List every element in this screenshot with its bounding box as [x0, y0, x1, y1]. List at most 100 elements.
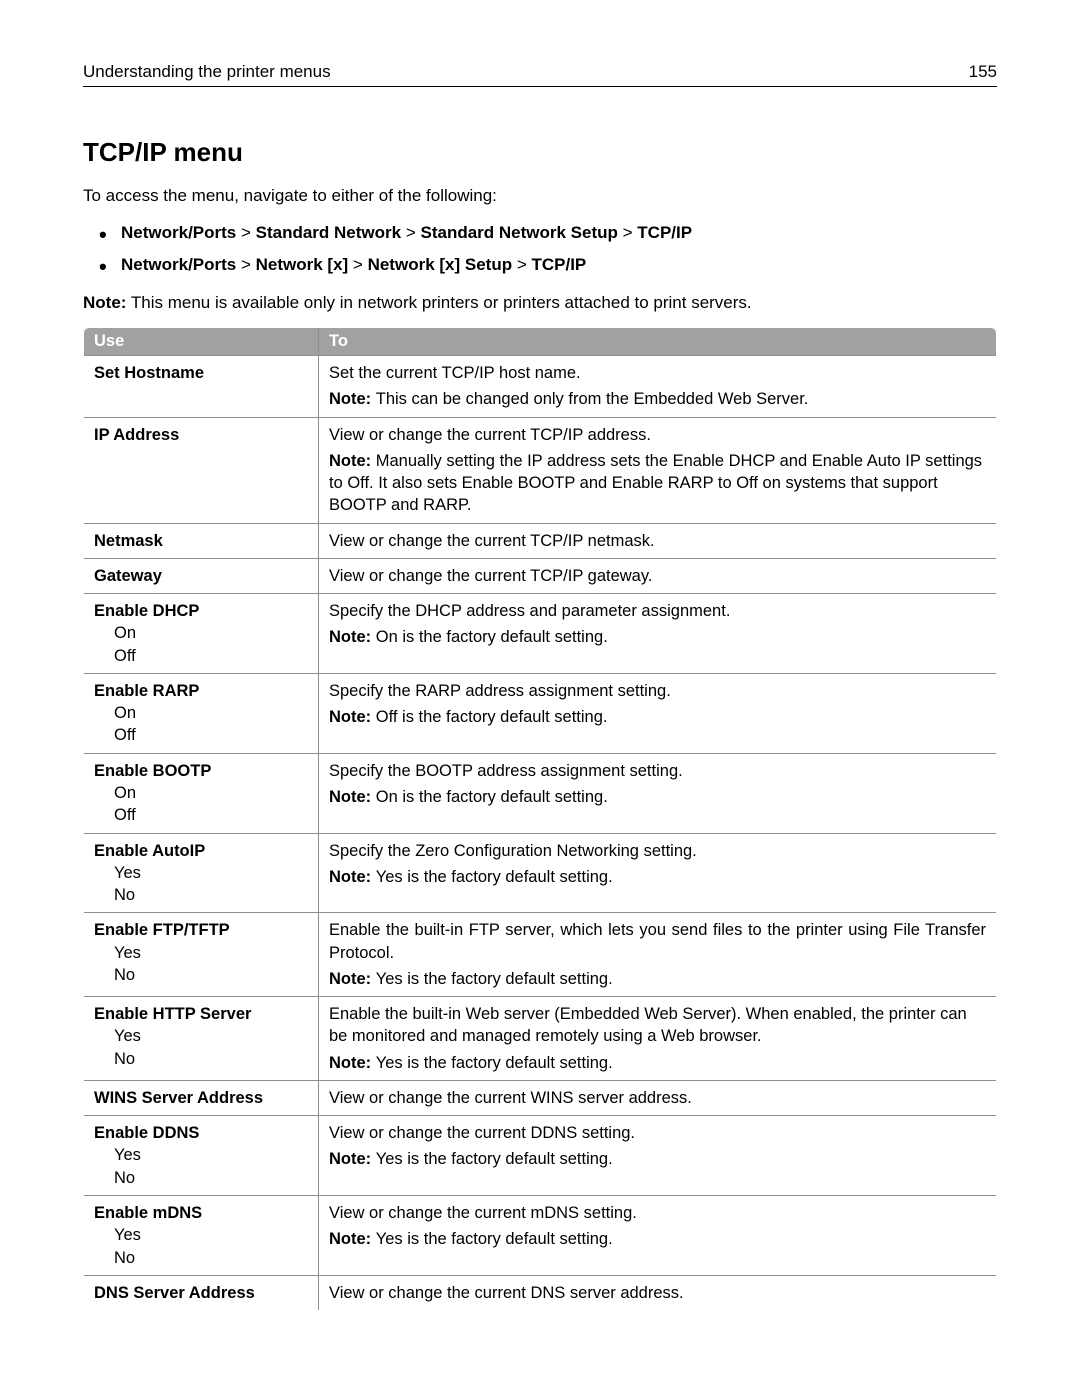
to-cell: View or change the current TCP/IP addres…	[319, 417, 997, 523]
use-cell: Netmask	[84, 523, 319, 558]
use-cell: Enable DHCPOnOff	[84, 594, 319, 674]
use-cell: Enable AutoIPYesNo	[84, 833, 319, 913]
table-row: Set Hostname Set the current TCP/IP host …	[84, 356, 997, 418]
use-option: Yes	[94, 862, 308, 884]
use-title: DNS Server Address	[94, 1282, 308, 1304]
use-option: Yes	[94, 1144, 308, 1166]
to-description: View or change the current DNS server ad…	[329, 1282, 986, 1304]
note-label: Note:	[329, 452, 376, 470]
to-description: View or change the current WINS server a…	[329, 1087, 986, 1109]
use-option: Yes	[94, 1224, 308, 1246]
use-cell: Enable mDNSYesNo	[84, 1195, 319, 1275]
to-cell: View or change the current TCP/IP gatewa…	[319, 558, 997, 593]
use-title: Netmask	[94, 530, 308, 552]
table-row: DNS Server Address View or change the cur…	[84, 1275, 997, 1310]
use-cell: WINS Server Address	[84, 1080, 319, 1115]
to-cell: Specify the BOOTP address assignment set…	[319, 753, 997, 833]
to-cell: Specify the Zero Configuration Networkin…	[319, 833, 997, 913]
note-text: Yes is the factory default setting.	[376, 970, 613, 988]
table-row: Gateway View or change the current TCP/IP…	[84, 558, 997, 593]
to-description: View or change the current TCP/IP netmas…	[329, 530, 986, 552]
to-description: Specify the Zero Configuration Networkin…	[329, 840, 986, 862]
table-row: Enable BOOTPOnOff Specify the BOOTP addre…	[84, 753, 997, 833]
use-option: No	[94, 964, 308, 986]
to-cell: View or change the current mDNS setting.…	[319, 1195, 997, 1275]
note-text: Yes is the factory default setting.	[376, 1150, 613, 1168]
use-title: Enable DHCP	[94, 600, 308, 622]
note-label: Note:	[329, 390, 376, 408]
to-cell: View or change the current WINS server a…	[319, 1080, 997, 1115]
nav-path-segment: TCP/IP	[637, 223, 692, 242]
to-cell: View or change the current TCP/IP netmas…	[319, 523, 997, 558]
use-title: Set Hostname	[94, 362, 308, 384]
section-intro: To access the menu, navigate to either o…	[83, 186, 997, 206]
table-header-row: Use To	[84, 328, 997, 356]
nav-path-list: Network/Ports > Standard Network > Stand…	[83, 220, 997, 277]
note-text: On is the factory default setting.	[376, 788, 608, 806]
use-title: Enable RARP	[94, 680, 308, 702]
to-cell: Enable the built-in Web server (Embedded…	[319, 997, 997, 1081]
to-description: Specify the BOOTP address assignment set…	[329, 760, 986, 782]
use-title: WINS Server Address	[94, 1087, 308, 1109]
nav-path-item: Network/Ports > Standard Network > Stand…	[121, 220, 997, 246]
use-cell: Gateway	[84, 558, 319, 593]
use-cell: Enable BOOTPOnOff	[84, 753, 319, 833]
to-description: View or change the current TCP/IP gatewa…	[329, 565, 986, 587]
col-header-to: To	[319, 328, 997, 356]
table-row: Enable mDNSYesNoView or change the curre…	[84, 1195, 997, 1275]
table-body: Set Hostname Set the current TCP/IP host …	[84, 356, 997, 1311]
to-cell: Set the current TCP/IP host name.Note: T…	[319, 356, 997, 418]
running-header: Understanding the printer menus 155	[83, 62, 997, 87]
note-text: Yes is the factory default setting.	[376, 1230, 613, 1248]
table-row: Enable DHCPOnOff Specify the DHCP address…	[84, 594, 997, 674]
to-description: View or change the current TCP/IP addres…	[329, 424, 986, 446]
note-text: This menu is available only in network p…	[131, 293, 752, 312]
table-row: Enable DDNSYesNoView or change the curre…	[84, 1116, 997, 1196]
use-cell: Enable FTP/TFTPYesNo	[84, 913, 319, 997]
note-label: Note:	[83, 293, 126, 312]
to-note: Note: Yes is the factory default setting…	[329, 1052, 986, 1074]
breadcrumb-separator: >	[236, 255, 255, 274]
table-row: Enable HTTP ServerYesNoEnable the built-…	[84, 997, 997, 1081]
use-cell: DNS Server Address	[84, 1275, 319, 1310]
note-label: Note:	[329, 628, 376, 646]
note-text: Yes is the factory default setting.	[376, 868, 613, 886]
nav-path-item: Network/Ports > Network [x] > Network [x…	[121, 252, 997, 278]
nav-path-segment: Standard Network	[256, 223, 401, 242]
use-cell: Enable HTTP ServerYesNo	[84, 997, 319, 1081]
use-option: No	[94, 1247, 308, 1269]
use-cell: Enable RARPOnOff	[84, 673, 319, 753]
nav-path-segment: Network/Ports	[121, 223, 236, 242]
note-label: Note:	[329, 708, 376, 726]
header-page-number: 155	[969, 62, 997, 82]
to-description: Enable the built-in Web server (Embedded…	[329, 1003, 986, 1048]
to-note: Note: Manually setting the IP address se…	[329, 450, 986, 517]
table-row: WINS Server Address View or change the cu…	[84, 1080, 997, 1115]
note-label: Note:	[329, 788, 376, 806]
breadcrumb-separator: >	[236, 223, 255, 242]
to-note: Note: Yes is the factory default setting…	[329, 866, 986, 888]
to-cell: Specify the RARP address assignment sett…	[319, 673, 997, 753]
use-title: Gateway	[94, 565, 308, 587]
use-option: No	[94, 1167, 308, 1189]
table-row: Netmask View or change the current TCP/IP…	[84, 523, 997, 558]
use-title: Enable BOOTP	[94, 760, 308, 782]
note-label: Note:	[329, 1054, 376, 1072]
nav-path-segment: Network [x]	[256, 255, 349, 274]
breadcrumb-separator: >	[401, 223, 420, 242]
use-title: Enable mDNS	[94, 1202, 308, 1224]
use-title: Enable DDNS	[94, 1122, 308, 1144]
use-option: On	[94, 782, 308, 804]
use-cell: Set Hostname	[84, 356, 319, 418]
use-option: No	[94, 1048, 308, 1070]
use-option: On	[94, 622, 308, 644]
use-option: Off	[94, 724, 308, 746]
table-row: Enable FTP/TFTPYesNoEnable the built-in …	[84, 913, 997, 997]
to-note: Note: Yes is the factory default setting…	[329, 1228, 986, 1250]
to-description: Enable the built-in FTP server, which le…	[329, 919, 986, 964]
breadcrumb-separator: >	[348, 255, 367, 274]
section-title: TCP/IP menu	[83, 137, 997, 168]
to-description: Specify the DHCP address and parameter a…	[329, 600, 986, 622]
table-row: Enable RARPOnOffSpecify the RARP address…	[84, 673, 997, 753]
table-row: IP AddressView or change the current TCP…	[84, 417, 997, 523]
